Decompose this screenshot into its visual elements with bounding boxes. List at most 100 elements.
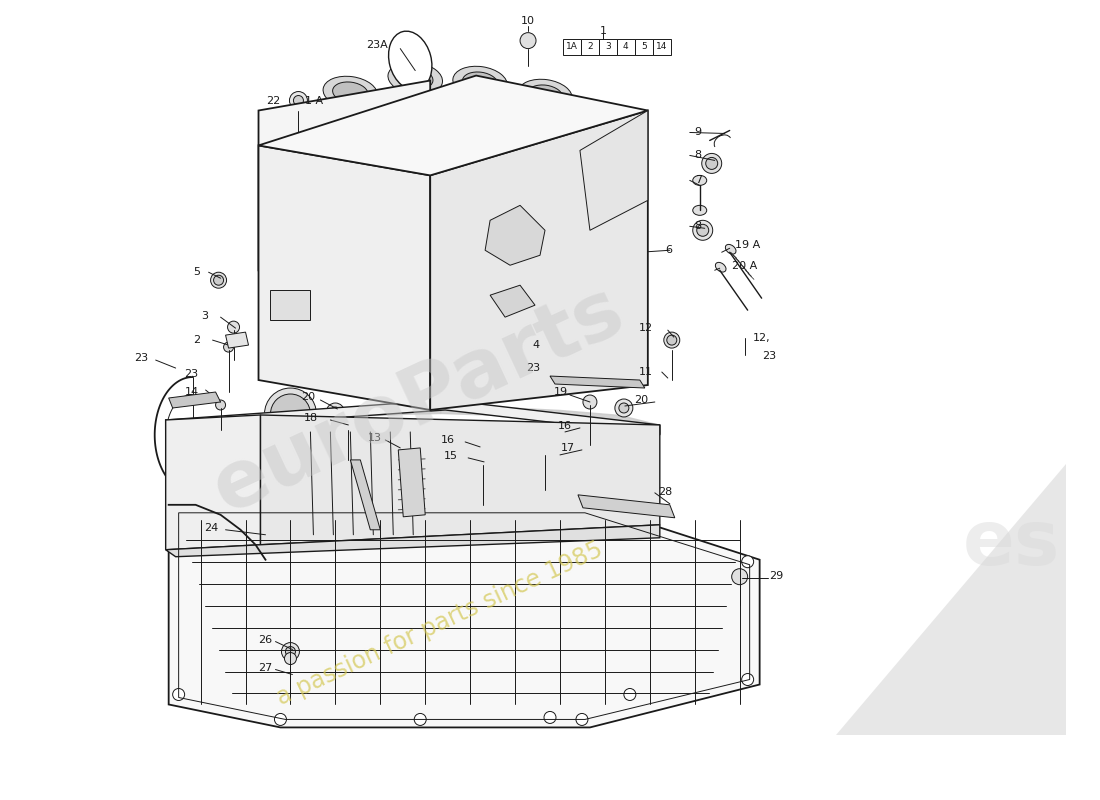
Circle shape: [271, 394, 310, 434]
Circle shape: [663, 332, 680, 348]
Circle shape: [289, 91, 307, 110]
Polygon shape: [166, 415, 261, 550]
Ellipse shape: [332, 82, 368, 103]
Text: 5: 5: [194, 267, 200, 278]
Polygon shape: [166, 400, 660, 435]
Circle shape: [546, 354, 562, 370]
Circle shape: [706, 158, 717, 170]
Circle shape: [702, 154, 722, 174]
Text: 3: 3: [605, 42, 610, 51]
Circle shape: [574, 511, 586, 522]
Polygon shape: [550, 376, 645, 388]
Circle shape: [330, 407, 340, 417]
Text: 10: 10: [521, 16, 535, 26]
Circle shape: [732, 569, 748, 585]
Circle shape: [275, 714, 286, 726]
Ellipse shape: [453, 66, 507, 99]
Text: 23: 23: [526, 363, 540, 373]
Circle shape: [470, 442, 486, 458]
Text: a passion for parts since 1985: a passion for parts since 1985: [273, 538, 607, 710]
Polygon shape: [258, 81, 430, 270]
Ellipse shape: [693, 175, 706, 186]
Text: 6: 6: [664, 246, 672, 255]
Circle shape: [525, 230, 605, 310]
Ellipse shape: [266, 323, 285, 337]
Text: 7: 7: [695, 175, 702, 186]
Polygon shape: [166, 525, 660, 557]
Circle shape: [223, 342, 233, 352]
Ellipse shape: [272, 365, 279, 371]
Text: 23: 23: [185, 369, 199, 379]
Circle shape: [473, 445, 483, 455]
Ellipse shape: [388, 62, 442, 95]
Circle shape: [598, 150, 638, 190]
Polygon shape: [226, 332, 249, 348]
Text: 23: 23: [761, 351, 776, 361]
Circle shape: [327, 403, 344, 421]
Circle shape: [619, 403, 629, 413]
Circle shape: [513, 218, 617, 322]
Circle shape: [173, 689, 185, 701]
Bar: [581, 38, 598, 54]
Circle shape: [741, 556, 754, 568]
Text: 2: 2: [194, 335, 200, 345]
Circle shape: [696, 224, 708, 236]
Ellipse shape: [323, 76, 377, 109]
Text: 26: 26: [258, 634, 273, 645]
Text: 5: 5: [641, 42, 647, 51]
Text: 28: 28: [658, 487, 672, 497]
Circle shape: [228, 321, 240, 333]
Ellipse shape: [518, 79, 572, 112]
Text: 15: 15: [444, 451, 459, 461]
Text: 1 A: 1 A: [306, 95, 323, 106]
Circle shape: [264, 316, 317, 368]
Polygon shape: [258, 146, 430, 410]
Circle shape: [264, 244, 317, 296]
Ellipse shape: [388, 31, 432, 90]
Ellipse shape: [527, 85, 563, 106]
Ellipse shape: [693, 206, 706, 215]
Circle shape: [547, 352, 563, 368]
Circle shape: [271, 250, 310, 290]
Text: 8: 8: [695, 150, 702, 161]
Circle shape: [615, 399, 632, 417]
Bar: [652, 38, 671, 54]
Circle shape: [285, 653, 296, 665]
Circle shape: [477, 456, 490, 468]
Circle shape: [294, 95, 304, 106]
Text: 2: 2: [587, 42, 593, 51]
Text: 13: 13: [368, 433, 383, 443]
Circle shape: [264, 174, 317, 226]
Text: euroParts: euroParts: [200, 270, 636, 530]
Text: 27: 27: [258, 662, 273, 673]
Circle shape: [173, 544, 185, 556]
Bar: [635, 38, 652, 54]
Circle shape: [264, 388, 317, 440]
Circle shape: [741, 674, 754, 686]
Circle shape: [537, 242, 593, 298]
Circle shape: [576, 714, 587, 726]
Ellipse shape: [725, 245, 736, 254]
Circle shape: [624, 689, 636, 701]
Ellipse shape: [272, 352, 279, 358]
Circle shape: [379, 514, 392, 526]
Polygon shape: [271, 290, 310, 320]
Text: 23A: 23A: [366, 40, 388, 50]
Ellipse shape: [715, 262, 726, 272]
Text: 11: 11: [639, 367, 652, 377]
Text: 12: 12: [639, 323, 652, 333]
Text: 14: 14: [185, 387, 199, 397]
Text: 18: 18: [305, 413, 318, 423]
Circle shape: [534, 429, 543, 439]
Text: es: es: [962, 506, 1060, 581]
Text: 17: 17: [561, 443, 575, 453]
Polygon shape: [168, 505, 760, 727]
Text: 4: 4: [532, 340, 540, 350]
Text: 1A: 1A: [566, 42, 578, 51]
Ellipse shape: [462, 72, 498, 93]
Text: 4: 4: [623, 42, 629, 51]
Bar: [563, 38, 581, 54]
Circle shape: [271, 180, 310, 220]
Text: 24: 24: [205, 522, 219, 533]
Circle shape: [606, 158, 630, 182]
